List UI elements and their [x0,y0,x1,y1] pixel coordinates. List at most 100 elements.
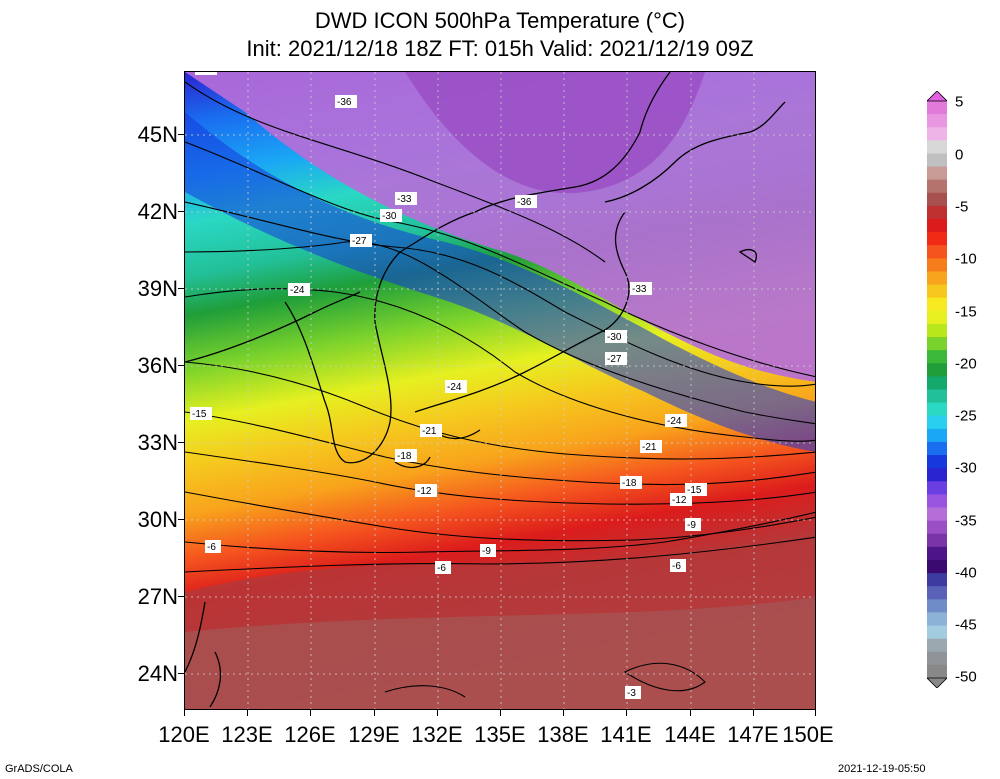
lat-tick [178,442,184,443]
lat-label-30n: 30N [137,507,178,532]
warm-core-region [185,597,815,709]
svg-text:-3: -3 [627,688,636,699]
lon-tick [815,710,816,716]
colorbar-swatch [927,468,947,482]
contour-label: -33 [630,282,652,295]
lat-tick [178,519,184,520]
colorbar-top-arrow [927,91,947,102]
lat-lon-grid [185,72,815,709]
contour-label: -30 [380,209,402,222]
colorbar-label: -25 [955,407,977,425]
colorbar-swatch [927,507,947,522]
svg-text:-12: -12 [417,486,432,497]
colorbar-swatch [927,651,947,666]
svg-text:-12: -12 [672,495,687,506]
lat-tick [178,365,184,366]
contour-label: -21 [640,440,662,453]
colorbar-swatch [927,219,947,233]
lat-label-42n: 42N [137,199,178,224]
colorbar-swatch [927,153,947,168]
lat-label-27n: 27N [137,584,178,609]
lon-label-144e: 144E [664,722,716,747]
colorbar-swatch [927,297,947,312]
colorbar-swatch [927,533,947,548]
colorbar-swatch [927,481,947,496]
lat-label-39n: 39N [137,276,178,301]
svg-text:-24: -24 [290,285,305,296]
svg-text:-15: -15 [192,409,207,420]
colorbar-swatch [927,114,947,128]
svg-text:-36: -36 [197,72,212,75]
contour-label: -30 [605,330,627,343]
colorbar-label: 5 [955,93,964,111]
lat-label-33n: 33N [137,430,178,455]
lat-tick [178,134,184,135]
contour-label: -6 [205,540,221,553]
svg-text:-36: -36 [337,97,352,108]
lon-label-141e: 141E [600,722,652,747]
colorbar-swatch [927,205,947,220]
svg-text:-6: -6 [672,561,681,572]
contour-label: -24 [445,380,467,393]
blue-band [185,112,815,452]
svg-text:-15: -15 [687,485,702,496]
colorbar-swatch [927,310,947,325]
colorbar-swatch [927,271,947,286]
lat-label-45n: 45N [137,122,178,147]
temperature-map: -36-36-36-33-33-30-30-27-27-24-24-24-21-… [184,71,816,710]
colorbar-swatch [927,520,947,535]
lat-tick [178,288,184,289]
colorbar-label: -40 [955,564,977,582]
lat-tick [178,673,184,674]
svg-text:-18: -18 [622,478,637,489]
lon-tick [626,710,627,716]
colorbar-swatch [927,415,947,430]
colorbar-swatch [927,494,947,509]
colorbar-swatch [927,638,947,653]
colorbar-label: 0 [955,146,964,164]
colorbar-label: -20 [955,355,977,373]
lon-tick [563,710,564,716]
contour-label: -27 [605,352,627,365]
colorbar-swatch [927,389,947,404]
svg-text:-6: -6 [207,542,216,553]
svg-text:-21: -21 [642,442,657,453]
colorbar-swatch [927,455,947,469]
lon-label-132e: 132E [411,722,463,747]
contour-label: -6 [435,561,451,574]
colorbar-label: -30 [955,459,977,477]
lon-label-129e: 129E [348,722,400,747]
colorbar-label: -45 [955,616,977,634]
lat-tick [178,211,184,212]
contour-label: -9 [685,518,701,531]
lon-label-123e: 123E [221,722,273,747]
colorbar-swatch [927,573,947,587]
svg-text:-30: -30 [382,211,397,222]
contour-label: -18 [620,476,642,489]
contour-labels: -36-36-36-33-33-30-30-27-27-24-24-24-21-… [190,72,707,699]
colorbar-swatch [927,664,947,679]
colorbar-swatch [927,350,947,364]
svg-text:-33: -33 [632,284,647,295]
colorbar-swatch [927,376,947,391]
contour-label: -18 [395,449,417,462]
contour-label: -3 [625,686,641,699]
lon-label-150e: 150E [782,722,834,747]
footer-timestamp: 2021-12-19-05:50 [838,763,926,775]
svg-text:-24: -24 [447,382,462,393]
svg-text:-6: -6 [437,563,446,574]
contour-label: -15 [685,483,707,496]
colorbar-swatch [927,625,947,640]
colorbar-swatch [927,402,947,417]
footer-credit: GrADS/COLA [5,763,73,775]
colorbar-swatch [927,612,947,627]
lon-tick [184,710,185,716]
colorbar-label: -5 [955,198,969,216]
svg-text:-33: -33 [397,194,412,205]
svg-text:-36: -36 [517,197,532,208]
lon-tick [500,710,501,716]
colorbar-swatch [927,546,947,561]
contour-label: -27 [350,234,372,247]
colorbar-swatch [927,363,947,377]
colorbar-swatch [927,140,947,155]
